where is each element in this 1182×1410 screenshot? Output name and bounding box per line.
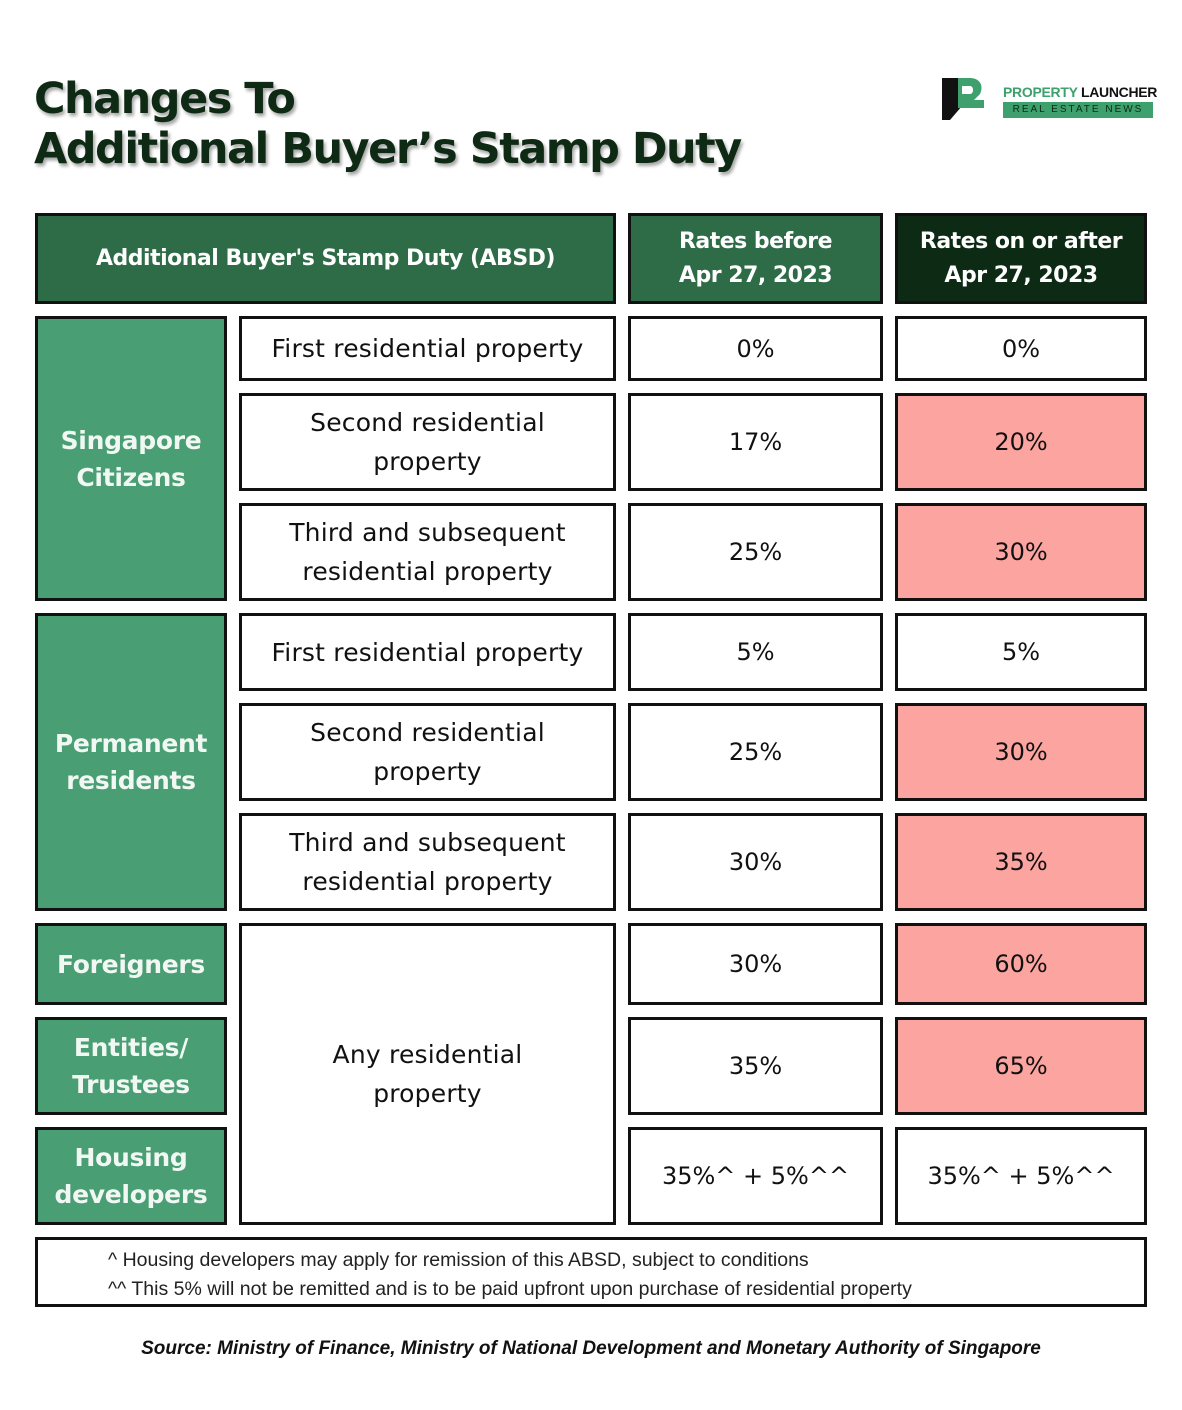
sub-pr-second: Second residential property <box>239 703 616 801</box>
rate-before-pr-second: 25% <box>628 703 883 801</box>
group-label-line1: Permanent <box>54 729 208 758</box>
rate-after-sc-second: 20% <box>895 393 1147 491</box>
sub-label-line1: Second residential <box>310 408 545 437</box>
sub-any-residential: Any residential property <box>239 923 616 1225</box>
sub-label-line1: Third and subsequent <box>289 518 566 547</box>
rate-before-sc-second: 17% <box>628 393 883 491</box>
group-label-foreigners: Foreigners <box>35 923 227 1005</box>
logo-brand: PROPERTY LAUNCHER <box>1003 84 1157 100</box>
logo-brand-part2: LAUNCHER <box>1080 84 1158 100</box>
sub-label-line2: residential property <box>302 557 553 586</box>
footnote-1: ^ Housing developers may apply for remis… <box>108 1249 809 1271</box>
sub-label: First residential property <box>271 637 584 667</box>
source-credit: Source: Ministry of Finance, Ministry of… <box>141 1338 1041 1359</box>
header-category-label: Additional Buyer's Stamp Duty (ABSD) <box>96 245 555 271</box>
header-rates-after-line1: Rates on or after <box>919 228 1123 254</box>
rate-before-housing-developers: 35%^ + 5%^^ <box>628 1127 883 1225</box>
sub-label-line1: Third and subsequent <box>289 828 566 857</box>
rate-after-entities: 65% <box>895 1017 1147 1115</box>
footnote-2: ^^ This 5% will not be remitted and is t… <box>108 1278 912 1300</box>
title-line-1: Changes To <box>34 74 296 124</box>
rate-before-sc-third: 25% <box>628 503 883 601</box>
logo-tagline: REAL ESTATE NEWS <box>1003 102 1153 118</box>
group-label-line2: Citizens <box>76 462 186 492</box>
group-label-line2: Trustees <box>72 1070 190 1099</box>
rate-after-sc-first: 0% <box>895 316 1147 381</box>
group-label-entities-trustees: Entities/ Trustees <box>35 1017 227 1115</box>
group-label-line2: developers <box>54 1180 208 1209</box>
group-label-line1: Housing <box>74 1143 188 1172</box>
sub-sc-first: First residential property <box>239 316 616 381</box>
rate-after-foreigners: 60% <box>895 923 1147 1005</box>
rate-before-foreigners: 30% <box>628 923 883 1005</box>
logo <box>940 76 1155 122</box>
rate-after-sc-third: 30% <box>895 503 1147 601</box>
header-rates-before-line2: Apr 27, 2023 <box>678 262 833 288</box>
rate-before-pr-first: 5% <box>628 613 883 691</box>
sub-label-line2: property <box>373 447 482 476</box>
sub-label-line1: Second residential <box>310 718 545 747</box>
group-label-line1: Singapore <box>60 425 202 455</box>
header-rates-after: Rates on or after Apr 27, 2023 <box>895 213 1147 304</box>
title-line-2: Additional Buyer’s Stamp Duty <box>34 124 742 174</box>
header-category: Additional Buyer's Stamp Duty (ABSD) <box>35 213 616 304</box>
property-launcher-logo-icon <box>942 78 984 120</box>
sub-label-line2: property <box>373 1079 482 1108</box>
sub-sc-second: Second residential property <box>239 393 616 491</box>
page-title: Changes To Additional Buyer’s Stamp Duty <box>34 74 742 174</box>
sub-label-line1: Any residential <box>332 1040 523 1069</box>
rate-after-housing-developers: 35%^ + 5%^^ <box>895 1127 1147 1225</box>
header-rates-before: Rates before Apr 27, 2023 <box>628 213 883 304</box>
group-label-housing-developers: Housing developers <box>35 1127 227 1225</box>
group-label-line1: Foreigners <box>57 949 205 979</box>
group-label-line1: Entities/ <box>73 1033 189 1062</box>
logo-brand-part1: PROPERTY <box>1003 84 1078 100</box>
rate-before-pr-third: 30% <box>628 813 883 911</box>
group-label-line2: residents <box>66 766 196 795</box>
sub-pr-first: First residential property <box>239 613 616 691</box>
group-label-permanent-residents: Permanent residents <box>35 613 227 911</box>
group-label-singapore-citizens: Singapore Citizens <box>35 316 227 601</box>
rate-before-sc-first: 0% <box>628 316 883 381</box>
rate-after-pr-second: 30% <box>895 703 1147 801</box>
sub-sc-third: Third and subsequent residential propert… <box>239 503 616 601</box>
rate-after-pr-first: 5% <box>895 613 1147 691</box>
sub-pr-third: Third and subsequent residential propert… <box>239 813 616 911</box>
rate-before-entities: 35% <box>628 1017 883 1115</box>
footnotes-box: ^ Housing developers may apply for remis… <box>35 1237 1147 1307</box>
sub-label: First residential property <box>271 334 584 363</box>
sub-label-line2: residential property <box>302 867 553 896</box>
header-rates-before-line1: Rates before <box>678 228 833 254</box>
sub-label-line2: property <box>373 757 482 786</box>
rate-after-pr-third: 35% <box>895 813 1147 911</box>
header-rates-after-line2: Apr 27, 2023 <box>944 262 1098 288</box>
